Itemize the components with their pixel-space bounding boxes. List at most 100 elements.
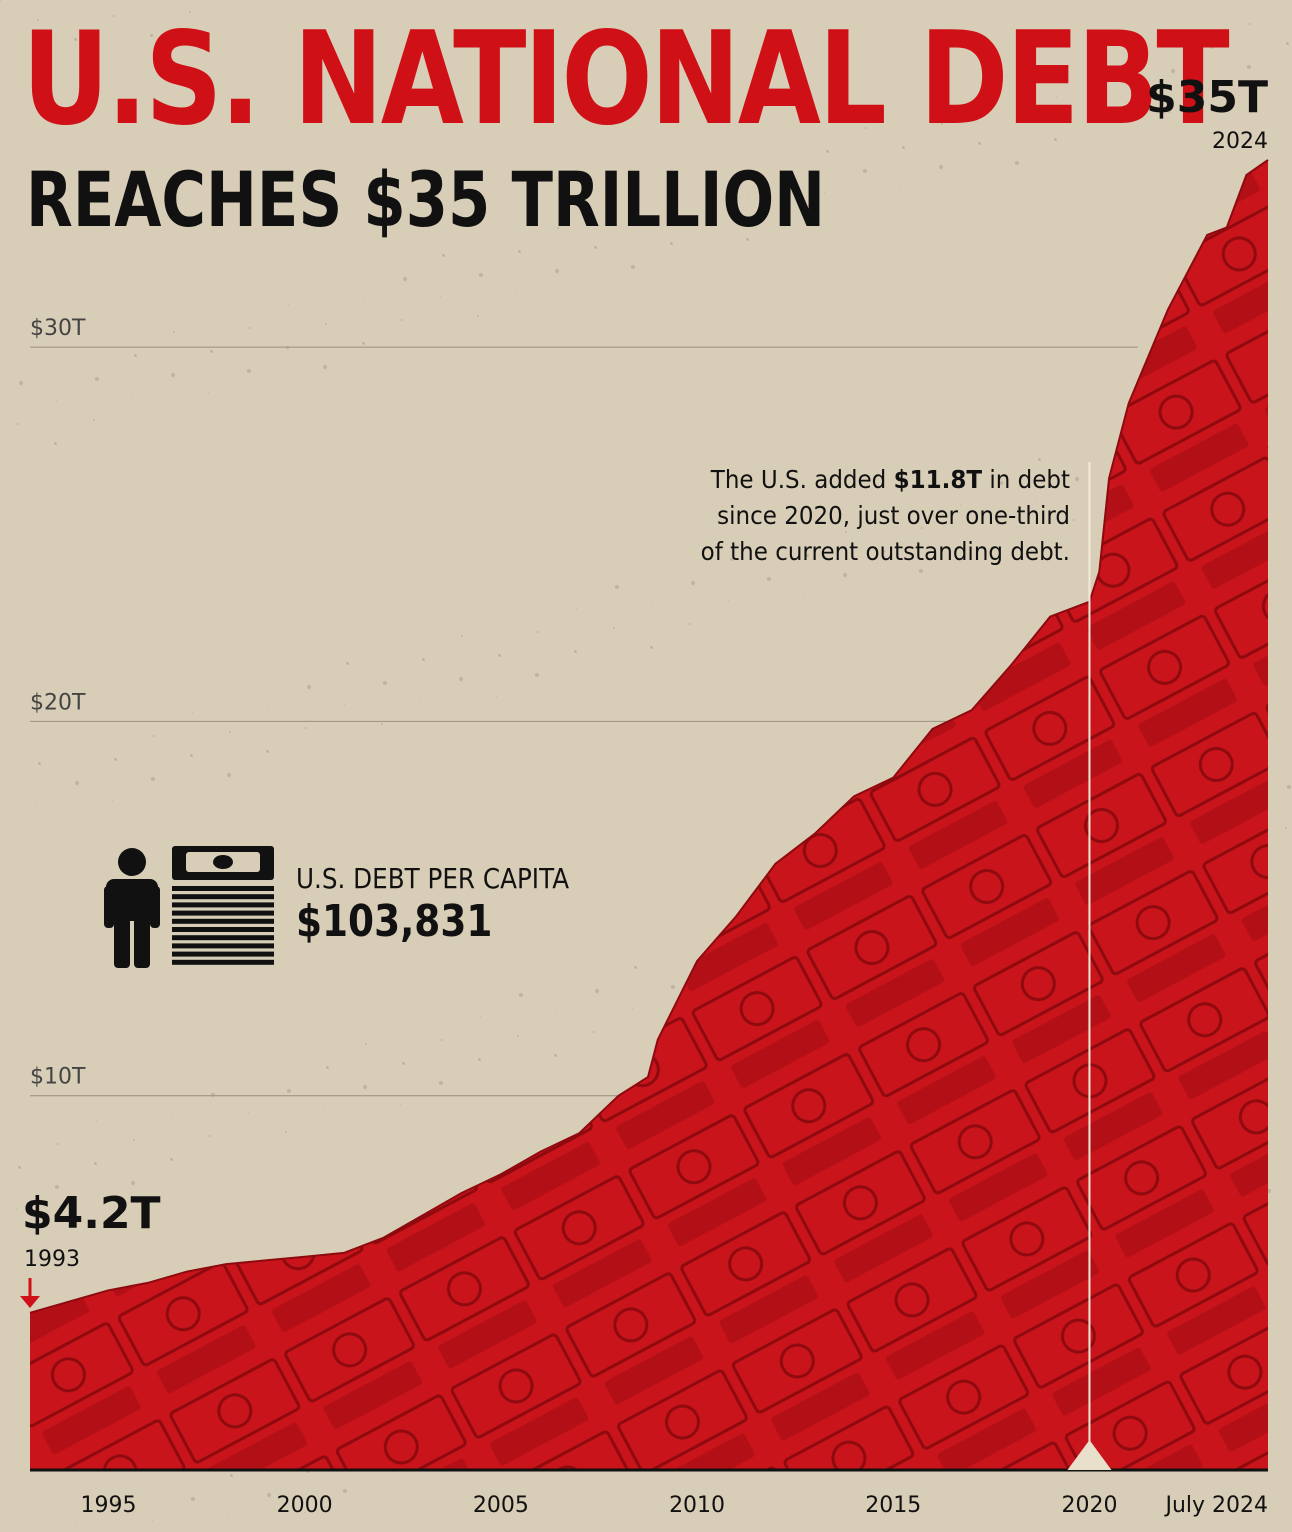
paper-speck (304, 1512, 305, 1513)
paper-speck (171, 373, 175, 377)
paper-speck (18, 1166, 21, 1169)
paper-speck (845, 531, 847, 533)
money-stack-icon (172, 846, 274, 965)
paper-speck (477, 315, 479, 317)
paper-speck (785, 215, 787, 217)
paper-speck (323, 365, 327, 369)
paper-speck (93, 419, 95, 421)
paper-speck (285, 1131, 287, 1133)
paper-speck (576, 608, 577, 609)
per-capita-label: U.S. DEBT PER CAPITA (296, 862, 570, 895)
paper-speck (75, 781, 79, 785)
paper-speck (229, 731, 231, 733)
paper-speck (480, 1016, 481, 1017)
paper-speck (55, 1185, 59, 1189)
paper-speck (479, 273, 483, 277)
paper-speck (35, 61, 39, 65)
paper-speck (151, 777, 155, 781)
paper-speck (346, 662, 349, 665)
paper-speck (884, 508, 885, 509)
paper-speck (94, 1162, 97, 1165)
paper-speck (1210, 46, 1213, 49)
paper-speck (76, 1524, 77, 1525)
paper-speck (574, 650, 577, 653)
paper-speck (287, 1089, 291, 1093)
paper-speck (402, 1062, 405, 1065)
paper-speck (670, 242, 673, 245)
paper-speck (36, 804, 37, 805)
paper-speck (730, 558, 733, 561)
y-tick-label: $20T (30, 690, 86, 715)
paper-speck (173, 331, 175, 333)
paper-speck (17, 423, 19, 425)
paper-speck (442, 254, 445, 257)
start-year-label: 1993 (24, 1247, 80, 1272)
paper-speck (363, 1085, 367, 1089)
paper-speck (403, 277, 407, 281)
paper-speck (131, 1181, 135, 1185)
paper-speck (115, 1501, 119, 1505)
annotation-text: The U.S. added $11.8T in debt since 2020… (700, 465, 1070, 566)
start-value-label: $4.2T (22, 1188, 161, 1239)
end-value-label: $35T (1146, 72, 1268, 123)
paper-speck (133, 1139, 135, 1141)
paper-speck (496, 696, 497, 697)
paper-speck (517, 1035, 519, 1037)
paper-speck (689, 623, 691, 625)
paper-speck (152, 1520, 153, 1521)
paper-speck (267, 1493, 271, 1497)
paper-speck (595, 989, 599, 993)
paper-speck (0, 0, 1, 1)
paper-speck (170, 1158, 173, 1161)
paper-speck (172, 1116, 173, 1117)
paper-speck (344, 704, 345, 705)
paper-speck (247, 369, 251, 373)
paper-speck (383, 681, 387, 685)
paper-speck (227, 773, 231, 777)
paper-speck (56, 400, 57, 401)
paper-speck (650, 646, 653, 649)
paper-speck (422, 658, 425, 661)
paper-speck (826, 150, 829, 153)
paper-speck (1169, 111, 1171, 113)
paper-speck (1093, 115, 1095, 117)
paper-speck (54, 442, 57, 445)
debt-area (30, 160, 1268, 1470)
paper-speck (691, 581, 695, 585)
paper-speck (210, 350, 213, 353)
paper-speck (364, 300, 365, 301)
paper-speck (208, 392, 209, 393)
paper-speck (1171, 69, 1175, 73)
paper-speck (554, 1054, 557, 1057)
paper-speck (439, 1081, 443, 1085)
paper-speck (324, 1108, 325, 1109)
paper-speck (978, 142, 981, 145)
paper-speck (865, 127, 867, 129)
paper-speck (441, 1039, 443, 1041)
paper-speck (1286, 42, 1289, 45)
paper-speck (343, 1489, 347, 1493)
paper-speck (96, 1120, 97, 1121)
paper-speck (1268, 404, 1269, 405)
paper-speck (613, 627, 615, 629)
x-tick-label: 2000 (277, 1493, 333, 1518)
paper-speck (1134, 50, 1137, 53)
paper-speck (211, 1093, 215, 1097)
paper-speck (325, 323, 327, 325)
paper-speck (919, 569, 923, 573)
paper-speck (1267, 1189, 1271, 1193)
paper-speck (57, 1143, 59, 1145)
per-capita-value: $103,831 (296, 896, 493, 947)
paper-speck (440, 296, 441, 297)
paper-speck (555, 269, 559, 273)
paper-speck (516, 292, 517, 293)
paper-speck (652, 604, 653, 605)
paper-speck (38, 762, 41, 765)
paper-speck (1056, 96, 1057, 97)
paper-speck (153, 735, 155, 737)
paper-speck (787, 173, 791, 177)
paper-speck (594, 246, 597, 249)
paper-speck (362, 342, 365, 345)
paper-speck (1247, 65, 1251, 69)
